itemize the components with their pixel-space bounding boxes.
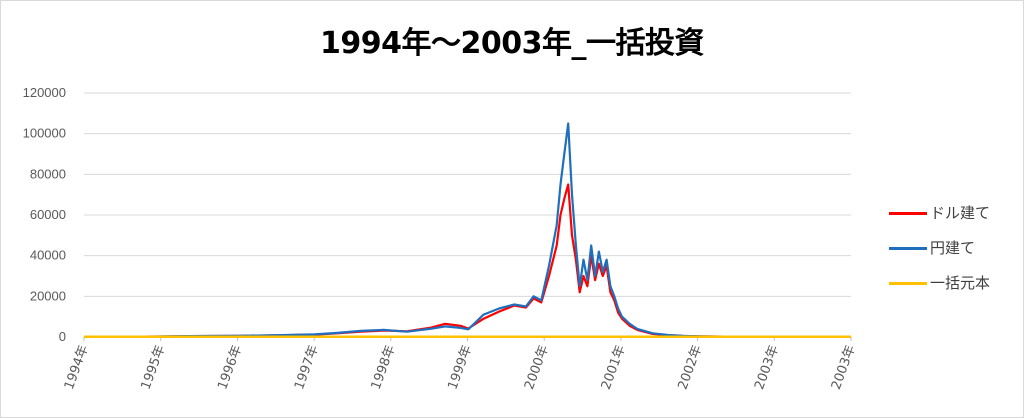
x-tick-label: 1996年 [215,343,245,391]
y-tick-label: 100000 [23,126,66,141]
y-tick-label: 120000 [23,85,66,100]
legend-label: 円建て [930,239,976,257]
series-line-1 [84,183,852,338]
series-line-2 [84,122,851,338]
legend-label: ドル建て [930,204,991,222]
legend-swatch [889,247,927,250]
x-tick-label: 1994年 [62,343,92,391]
legend-item: 一括元本 [886,272,1016,296]
legend: ドル建て円建て一括元本 [886,202,1016,307]
x-tick-label: 1998年 [369,343,399,391]
y-tick-label: 0 [59,329,66,344]
legend-item: ドル建て [886,202,1016,226]
x-tick-label: 2003年 [829,343,859,391]
legend-item: 円建て [886,237,1016,261]
chart-title: 1994年～2003年_一括投資 [320,26,705,61]
legend-label: 一括元本 [930,274,991,292]
x-tick-label: 1999年 [445,343,475,391]
y-tick-label: 80000 [30,166,66,181]
x-tick-label: 2003年 [752,343,782,391]
y-tick-label: 40000 [30,248,66,263]
x-tick-label: 1995年 [139,343,169,391]
y-tick-label: 60000 [30,207,66,222]
legend-swatch [889,212,927,215]
x-tick-label: 1997年 [292,343,322,391]
legend-swatch [889,282,927,285]
x-tick-label: 2002年 [675,343,705,391]
y-tick-label: 20000 [30,288,66,303]
x-tick-label: 2001年 [599,343,629,391]
x-tick-label: 2000年 [522,343,552,391]
